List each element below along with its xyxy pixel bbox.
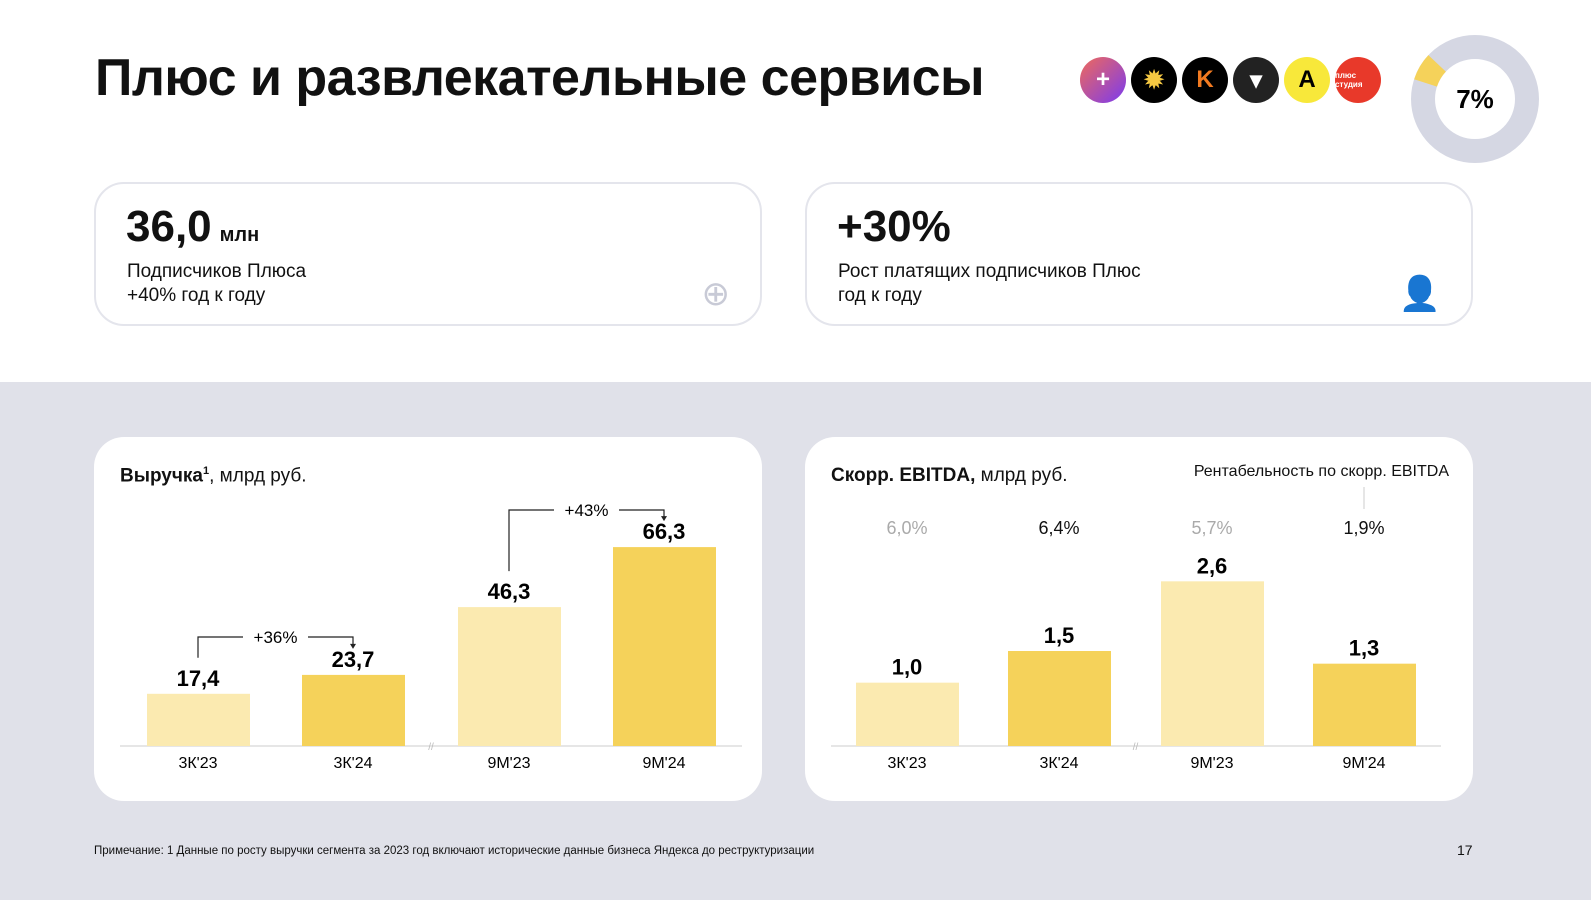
bookmate-logo-icon: ▾: [1233, 57, 1279, 103]
x-tick-label: 9М'23: [1190, 755, 1233, 772]
x-tick-label: 3К'24: [1039, 755, 1078, 772]
donut-label: 7%: [1456, 84, 1494, 114]
chart-title: Скорр. EBITDA, млрд руб.: [831, 465, 1068, 486]
kinopoisk-logo-icon: K: [1182, 57, 1228, 103]
page-title: Плюс и развлекательные сервисы: [95, 49, 985, 107]
x-tick-label: 3К'23: [178, 755, 217, 772]
margin-label: 5,7%: [1191, 518, 1232, 538]
growth-arrow: [508, 509, 665, 572]
kpi-desc-2: +40% год к году: [127, 285, 266, 306]
plus-icon: ⊕: [701, 275, 731, 313]
x-tick-label: 3К'24: [333, 755, 372, 772]
bar-value-label: 1,5: [1044, 623, 1075, 648]
bar-value-label: 23,7: [332, 647, 375, 672]
arrow-head-icon: [661, 516, 667, 522]
kpi-value: 36,0: [126, 202, 212, 251]
bar-value-label: 66,3: [643, 519, 686, 544]
bar: [302, 674, 405, 746]
x-tick-label: 9М'24: [1342, 755, 1385, 772]
axis-break: //: [1133, 742, 1139, 753]
bar-value-label: 1,0: [892, 655, 923, 680]
afisha-logo-icon: A: [1284, 57, 1330, 103]
user-icon: 👤: [1398, 275, 1441, 313]
kpi-desc-2: год к году: [838, 285, 922, 306]
plus-studio-logo-icon: плюс студия: [1335, 57, 1381, 103]
kpi-desc: Подписчиков Плюса: [127, 261, 307, 282]
bar-value-label: 46,3: [488, 579, 531, 604]
footnote: Примечание: 1 Данные по росту выручки се…: [94, 845, 815, 857]
bar: [856, 682, 959, 746]
axis-break: //: [428, 742, 434, 753]
ebitda-chart-card: 1,0 3К'23 1,5 3К'24 2,6 9М'23 1,3 9М'24 // 6,0% 6,…: [805, 437, 1473, 801]
x-tick-label: 3К'23: [887, 755, 926, 772]
revenue-chart: 17,4 3К'23 23,7 3К'24 46,3 9М'23 66,3 9М'24 // +3…: [120, 501, 742, 772]
bar: [1161, 581, 1264, 746]
growth-label: +43%: [565, 501, 609, 520]
margin-label: 6,4%: [1038, 518, 1079, 538]
margin-title: Рентабельность по скорр. EBITDA: [1193, 463, 1449, 480]
bar-value-label: 17,4: [177, 666, 221, 691]
chart-title: Выручка1, млрд руб.: [120, 465, 307, 487]
donut-share-segment: [1411, 35, 1539, 163]
kpi-desc: Рост платящих подписчиков Плюс: [838, 261, 1141, 282]
kpi-card-growth: +30% Рост платящих подписчиков Плюс год к…: [805, 182, 1473, 326]
x-tick-label: 9М'24: [642, 755, 685, 772]
margin-label: 1,9%: [1343, 518, 1384, 538]
kpi-unit: млн: [219, 224, 260, 246]
x-tick-label: 9М'23: [487, 755, 530, 772]
plus-logo-icon: +: [1080, 57, 1126, 103]
bar-value-label: 2,6: [1197, 553, 1228, 578]
kpi-card-subscribers: 36,0 млн Подписчиков Плюса +40% год к году…: [94, 182, 762, 326]
bar-value-label: 1,3: [1349, 636, 1380, 661]
bar: [1008, 651, 1111, 746]
bar: [147, 693, 250, 746]
kinopoisk-sun-logo-icon: ✹: [1131, 57, 1177, 103]
growth-arrow: [197, 636, 354, 658]
kpi-value: +30%: [837, 202, 951, 251]
ebitda-chart: 1,0 3К'23 1,5 3К'24 2,6 9М'23 1,3 9М'24 // 6,0% 6,…: [831, 487, 1441, 772]
revenue-share-donut: 7%: [1411, 35, 1539, 163]
bar: [458, 607, 561, 746]
bar: [1313, 663, 1416, 746]
page-number: 17: [1457, 842, 1473, 858]
growth-label: +36%: [254, 628, 298, 647]
arrow-head-icon: [350, 643, 356, 649]
service-logos: + ✹ K ▾ A плюс студия: [1080, 57, 1381, 103]
margin-label: 6,0%: [886, 518, 927, 538]
revenue-chart-card: 17,4 3К'23 23,7 3К'24 46,3 9М'23 66,3 9М'24 // +3…: [94, 437, 762, 801]
bar: [613, 547, 716, 746]
